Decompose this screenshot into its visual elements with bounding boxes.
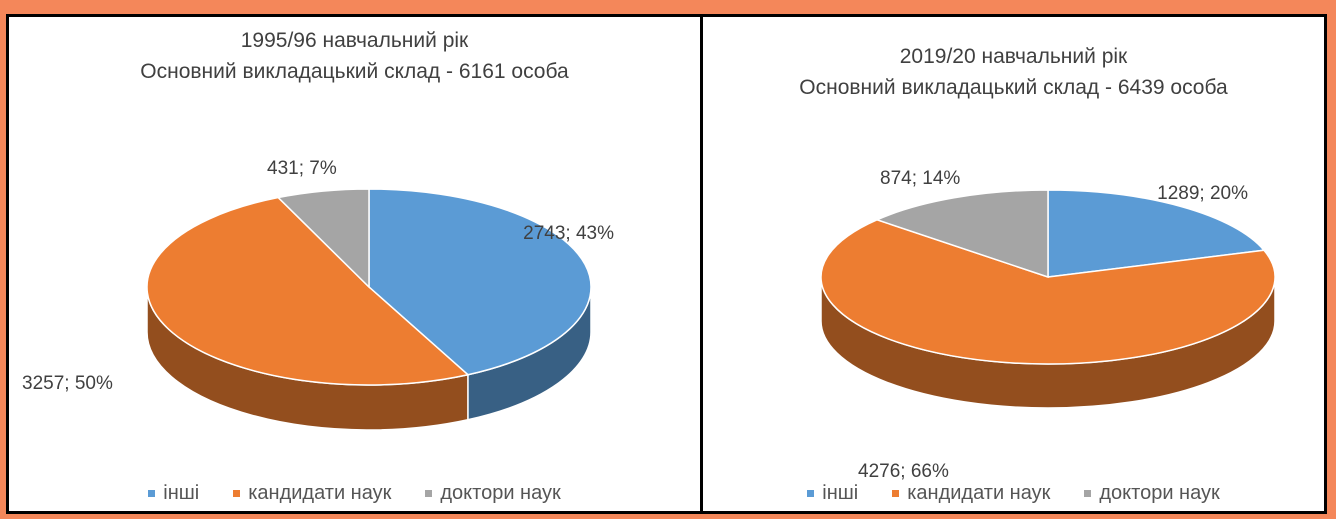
data-label: 874; 14% [880,168,960,189]
data-label: 2743; 43% [523,223,614,244]
data-label: 1289; 20% [1157,183,1248,204]
legend-marker-icon [1084,490,1092,497]
legend: інші кандидати наук доктори наук [9,482,700,505]
legend-item-candidates: кандидати наук [892,482,1050,505]
legend-label: доктори наук [440,482,561,504]
legend-item-doctors: доктори наук [425,482,561,505]
legend-item-candidates: кандидати наук [233,482,391,505]
charts-frame: 1995/96 навчальний рік Основний викладац… [6,14,1327,514]
data-label: 4276; 66% [858,461,949,482]
legend-marker-icon [148,490,156,497]
chart-title: 1995/96 навчальний рік [240,29,469,52]
pie-slice-інші [368,188,592,376]
legend-label: кандидати наук [248,482,392,504]
legend-label: кандидати наук [907,482,1051,504]
legend: інші кандидати наук доктори наук [703,482,1324,505]
legend-label: інші [822,482,859,504]
pie-chart-2019: 1289; 20% 4276; 66% 874; 14% [820,168,1276,482]
legend-label: доктори наук [1099,482,1220,504]
pie-slice-кандидати-наук [820,218,1276,365]
data-label: 3257; 50% [22,373,113,394]
legend-item-doctors: доктори наук [1084,482,1220,505]
legend-item-other: інші [807,482,858,505]
pie-slice-кандидати-наук [146,196,470,386]
chart-subtitle: Основний викладацький склад - 6161 особа [140,60,569,83]
pie-top [146,188,592,386]
data-label: 431; 7% [267,158,337,179]
pie-slice-доктори-наук [874,189,1049,279]
pie-slice-доктори-наук [276,188,370,289]
top-strip [0,0,1336,14]
legend-label: інші [163,482,200,504]
chart-panel-2019: 2019/20 навчальний рік Основний викладац… [703,17,1324,511]
legend-marker-icon [425,490,433,497]
chart-panel-1995: 1995/96 навчальний рік Основний викладац… [9,17,700,511]
pie-slice-інші [1047,189,1266,278]
legend-marker-icon [807,490,815,497]
pie-top [820,189,1276,365]
pie-chart-1995: 2743; 43% 3257; 50% 431; 7% [22,158,614,431]
legend-item-other: інші [148,482,199,505]
chart-subtitle: Основний викладацький склад - 6439 особа [799,76,1228,99]
legend-marker-icon [233,490,241,497]
legend-marker-icon [892,490,900,497]
chart-title: 2019/20 навчальний рік [899,45,1128,68]
